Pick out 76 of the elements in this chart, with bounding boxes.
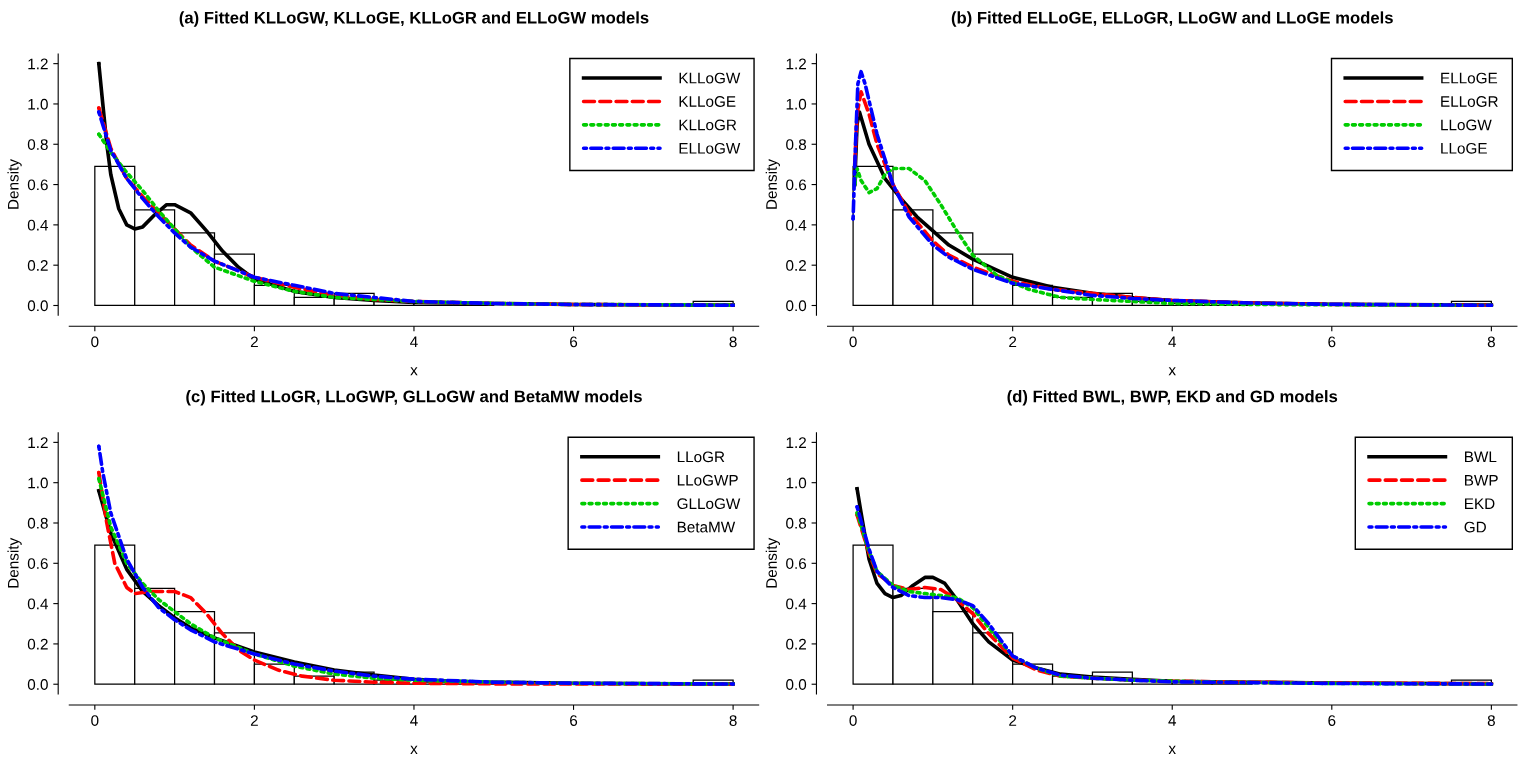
- legend-label: ELLoGR: [1441, 96, 1498, 107]
- legend-label: BWP: [1465, 475, 1498, 486]
- y-tick-label: 0.6: [27, 558, 48, 569]
- y-tick-label: 0.4: [27, 598, 49, 610]
- legend-label: ELLoGW: [679, 142, 741, 154]
- x-tick-label: 4: [410, 715, 418, 726]
- x-tick-label: 0: [91, 336, 99, 348]
- x-axis-title: x: [1168, 745, 1176, 754]
- y-tick-label: 0.8: [27, 517, 48, 529]
- chart-title: (b) Fitted ELLoGE, ELLoGR, LLoGW and LLoGE models: [951, 11, 1393, 27]
- legend-label: LLoGWP: [677, 474, 738, 486]
- legend-label: EKD: [1465, 498, 1495, 509]
- y-axis-title: Density: [7, 537, 22, 588]
- y-tick-label: 1.2: [786, 437, 806, 448]
- x-tick-label: 8: [729, 336, 737, 348]
- y-axis-title: Density: [765, 159, 780, 209]
- legend-label: LLoGW: [1441, 119, 1492, 131]
- y-tick-label: 0.4: [27, 219, 49, 231]
- y-tick-label: 0.8: [786, 517, 807, 529]
- x-tick-label: 4: [410, 336, 418, 348]
- y-tick-label: 0.2: [786, 260, 806, 271]
- y-tick-label: 0.6: [786, 179, 807, 191]
- legend-label: KLLoGE: [679, 96, 736, 107]
- y-tick-label: 1.2: [28, 437, 48, 448]
- y-tick-label: 1.0: [28, 477, 48, 489]
- x-tick-label: 2: [250, 336, 258, 348]
- y-tick-label: 0.2: [786, 638, 806, 650]
- x-tick-label: 8: [729, 715, 737, 726]
- y-tick-label: 0.0: [786, 679, 807, 690]
- legend-label: GLLoGW: [677, 498, 741, 510]
- x-tick-label: 2: [1009, 715, 1017, 726]
- y-tick-label: 0.4: [786, 219, 807, 231]
- x-tick-label: 4: [1168, 715, 1177, 726]
- y-tick-label: 0.4: [786, 598, 807, 610]
- y-axis-title: Density: [7, 159, 22, 209]
- y-tick-label: 0.8: [27, 139, 48, 150]
- x-tick-label: 2: [250, 715, 258, 726]
- y-tick-label: 1.0: [786, 98, 807, 110]
- y-tick-label: 1.2: [786, 58, 806, 70]
- x-tick-label: 6: [1328, 336, 1336, 348]
- x-tick-label: 6: [570, 336, 578, 348]
- legend-label: KLLoGR: [679, 119, 737, 131]
- y-tick-label: 0.8: [786, 139, 807, 150]
- x-tick-label: 2: [1009, 336, 1017, 348]
- x-axis-title: x: [1168, 367, 1176, 376]
- legend-label: ELLoGE: [1441, 72, 1498, 84]
- x-tick-label: 0: [849, 336, 857, 348]
- legend-label: BWL: [1465, 451, 1497, 463]
- y-tick-label: 1.2: [28, 58, 48, 70]
- y-axis-title: Density: [765, 537, 780, 588]
- y-tick-label: 0.6: [786, 558, 807, 569]
- x-axis-title: x: [410, 745, 418, 754]
- legend-label: LLoGR: [677, 451, 725, 463]
- y-tick-label: 0.0: [27, 679, 48, 690]
- x-tick-label: 4: [1168, 336, 1177, 348]
- chart-title: (a) Fitted KLLoGW, KLLoGE, KLLoGR and ELLoGW models: [179, 11, 649, 27]
- x-tick-label: 0: [91, 715, 99, 726]
- legend-label: BetaMW: [677, 521, 736, 533]
- y-tick-label: 1.0: [786, 477, 807, 489]
- legend-label: KLLoGW: [679, 72, 741, 84]
- legend-label: GD: [1464, 521, 1486, 533]
- chart-title: (d) Fitted BWL, BWP, EKD and GD models: [1007, 390, 1338, 406]
- x-axis-title: x: [410, 367, 418, 376]
- y-tick-label: 0.0: [27, 300, 48, 312]
- y-tick-label: 0.0: [786, 300, 807, 312]
- y-tick-label: 1.0: [28, 98, 48, 110]
- x-tick-label: 8: [1487, 336, 1495, 348]
- x-tick-label: 6: [570, 715, 578, 726]
- legend-label: LLoGE: [1441, 142, 1487, 154]
- y-tick-label: 0.2: [27, 260, 48, 271]
- x-tick-label: 8: [1487, 715, 1495, 726]
- x-tick-label: 6: [1328, 715, 1336, 726]
- x-tick-label: 0: [849, 715, 857, 726]
- y-tick-label: 0.2: [27, 638, 48, 650]
- chart-title: (c) Fitted LLoGR, LLoGWP, GLLoGW and BetaMW models: [186, 390, 642, 406]
- y-tick-label: 0.6: [27, 179, 48, 191]
